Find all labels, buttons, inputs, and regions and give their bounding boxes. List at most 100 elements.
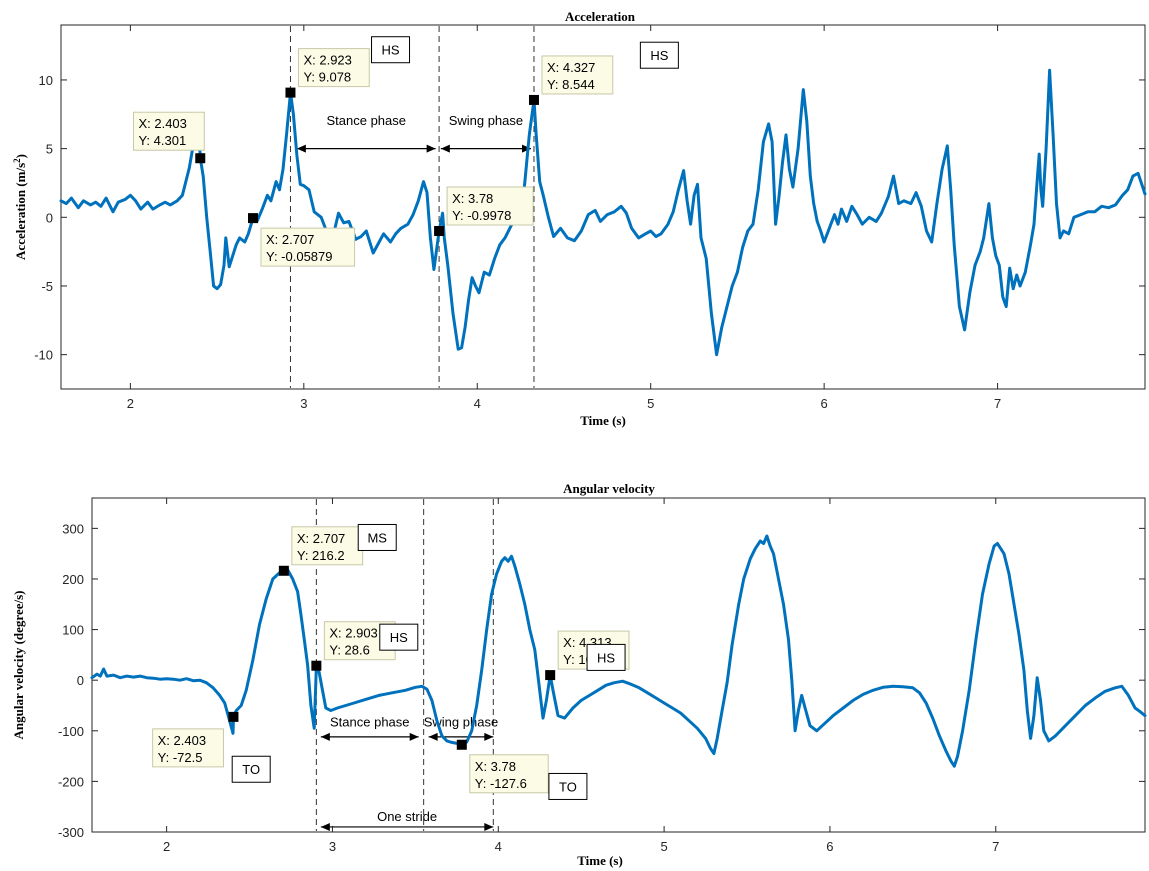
acceleration-datatip-marker [195, 153, 206, 164]
acceleration-y-tick-label: -10 [34, 348, 53, 363]
event-label-box [548, 772, 588, 800]
acceleration-y-tick-label: 5 [46, 142, 53, 157]
event-label-text: HS [390, 630, 408, 645]
angular-velocity-datatip-markers [228, 565, 556, 750]
datatip-box [541, 55, 614, 95]
acceleration-x-tick-label: 2 [127, 396, 134, 411]
acceleration-phase-arrow: Stance phase [296, 113, 436, 153]
datatip-y-value: Y: 9.078 [303, 70, 351, 85]
arrowhead-left-icon [296, 144, 306, 153]
datatip-y-value: Y: 28.6 [329, 643, 369, 658]
arrowhead-left-icon [440, 144, 450, 153]
angular-velocity-phase-label: Stance phase [330, 715, 410, 730]
arrowhead-left-icon [428, 732, 438, 741]
angular-velocity-event-labels: MS HS HS TO TO [231, 523, 626, 800]
acceleration-event-labels: HS HS [371, 36, 679, 69]
datatip-x-value: X: 4.327 [547, 60, 595, 75]
datatip-box [446, 186, 534, 226]
angular-velocity-x-ticks: 2 3 4 5 6 7 [163, 498, 999, 854]
angular-velocity-phase-label: One stride [377, 809, 437, 824]
angular-velocity-y-tick-label: 100 [62, 623, 84, 638]
angular-velocity-datatip-marker [456, 739, 467, 750]
datatip-x-value: X: 2.707 [266, 232, 314, 247]
datatip-x-value: X: 3.78 [452, 191, 493, 206]
angular-velocity-y-tick-label: 200 [62, 572, 84, 587]
datatip-y-value: Y: -0.9978 [452, 208, 511, 223]
arrowhead-right-icon [484, 732, 494, 741]
event-label-box [231, 755, 271, 783]
datatip-box [291, 526, 364, 566]
acceleration-x-tick-label: 4 [474, 396, 481, 411]
acceleration-datatip: X: 2.923 Y: 9.078 [297, 48, 370, 88]
acceleration-x-tick-label: 6 [821, 396, 828, 411]
acceleration-x-tick-label: 5 [647, 396, 654, 411]
angular-velocity-chart-title: Angular velocity [563, 481, 655, 496]
acceleration-datatip-marker [528, 94, 539, 105]
acceleration-datatip: X: 4.327 Y: 8.544 [541, 55, 614, 95]
arrowhead-right-icon [484, 822, 494, 831]
angular-velocity-y-tick-label: -100 [58, 724, 84, 739]
angular-velocity-y-tick-label: -200 [58, 774, 84, 789]
acceleration-datatip: X: 2.707 Y: -0.05879 [260, 227, 356, 267]
datatip-box [469, 754, 549, 794]
angular-velocity-chart: Angular velocity Stance phase Swing phase… [11, 481, 1147, 868]
acceleration-y-axis-label: Acceleration (m/s2) [12, 154, 28, 260]
angular-velocity-x-tick-label: 6 [826, 839, 833, 854]
datatip-box [297, 48, 370, 88]
angular-velocity-event-label: TO [548, 772, 588, 800]
event-label-box [379, 623, 419, 651]
angular-velocity-datatip: X: 2.403 Y: -72.5 [152, 728, 224, 768]
acceleration-chart: Acceleration Stance phase Swing phase 2 3 4… [12, 9, 1147, 428]
event-label-text: MS [367, 530, 387, 545]
datatip-y-value: Y: -0.05879 [266, 249, 333, 264]
acceleration-x-tick-label: 7 [994, 396, 1001, 411]
angular-velocity-phase-arrow: One stride [320, 809, 494, 831]
angular-velocity-datatip: X: 2.707 Y: 216.2 [291, 526, 364, 566]
acceleration-x-ticks: 2 3 4 5 6 7 [127, 25, 1001, 411]
angular-velocity-phase-arrow: Stance phase [320, 715, 419, 741]
angular-velocity-x-axis-label: Time (s) [577, 853, 623, 868]
datatip-box [132, 111, 205, 151]
angular-velocity-datatip-marker [228, 711, 239, 722]
datatip-x-value: X: 2.923 [303, 53, 351, 68]
event-label-text: HS [650, 48, 668, 63]
angular-velocity-y-tick-label: 0 [77, 673, 84, 688]
acceleration-series-line [59, 68, 1147, 357]
acceleration-datatip-marker [247, 213, 258, 224]
acceleration-y-tick-label: -5 [41, 279, 53, 294]
event-label-text: HS [382, 43, 400, 58]
event-label-box [586, 643, 626, 671]
acceleration-phase-arrows: Stance phase Swing phase [296, 113, 532, 153]
datatip-y-value: Y: 8.544 [547, 77, 595, 92]
datatip-x-value: X: 2.403 [158, 733, 206, 748]
angular-velocity-event-label: TO [231, 755, 271, 783]
datatip-y-value: Y: 216.2 [297, 548, 345, 563]
acceleration-phase-arrow: Swing phase [440, 113, 532, 153]
acceleration-chart-title: Acceleration [565, 9, 636, 24]
angular-velocity-x-tick-label: 4 [495, 839, 502, 854]
event-label-text: TO [242, 762, 260, 777]
event-label-text: HS [597, 650, 615, 665]
datatip-x-value: X: 2.903 [329, 626, 377, 641]
angular-velocity-y-tick-label: -300 [58, 825, 84, 840]
angular-velocity-y-tick-label: 300 [62, 521, 84, 536]
angular-velocity-phase-arrow: Swing phase [424, 715, 498, 741]
acceleration-event-label: HS [371, 36, 411, 64]
acceleration-phase-label: Stance phase [326, 113, 406, 128]
event-label-box [639, 41, 679, 69]
angular-velocity-y-ticks: -300 -200 -100 0 100 200 300 [58, 521, 1145, 840]
angular-velocity-series-line [90, 534, 1147, 768]
datatip-x-value: X: 2.707 [297, 531, 345, 546]
angular-velocity-phase-label: Swing phase [424, 715, 498, 730]
datatip-box [152, 728, 224, 768]
acceleration-datatip-marker [434, 226, 445, 237]
acceleration-y-tick-label: 10 [39, 73, 53, 88]
datatip-x-value: X: 3.78 [475, 759, 516, 774]
acceleration-x-axis-label: Time (s) [580, 413, 626, 428]
acceleration-x-tick-label: 3 [300, 396, 307, 411]
arrowhead-right-icon [426, 144, 436, 153]
arrowhead-left-icon [320, 822, 330, 831]
datatip-x-value: X: 2.403 [138, 116, 186, 131]
